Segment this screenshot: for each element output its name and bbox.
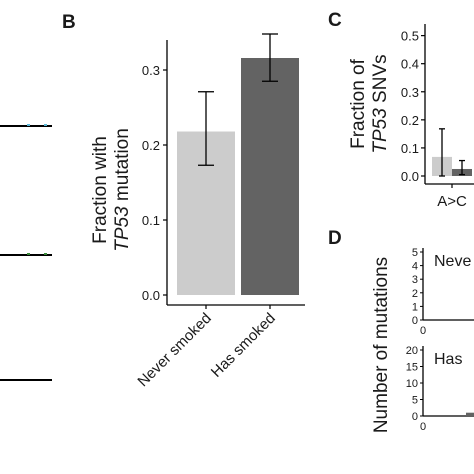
panel-c-y-label-suffix: SNVs <box>370 54 391 108</box>
panel-c-y-tick-label: 0.3 <box>401 85 419 100</box>
panel-b-y-label-line1: Fraction with <box>90 136 111 244</box>
panel-b-x-tick-label: Never smoked <box>134 310 214 390</box>
panel-d-subplot-title: Neve <box>434 253 471 270</box>
panel-d-y-tick-label: 1 <box>412 301 418 313</box>
panel-b-y-tick-label: 0.3 <box>142 63 160 78</box>
panel-d-subplot-title: Has <box>434 351 462 368</box>
panel-d-y-tick-label: 3 <box>412 274 418 286</box>
panel-c-x-tick-label: A>C <box>437 193 467 210</box>
left-panel-remnant <box>0 124 52 381</box>
panel-b-y-label-gene: TP53 <box>112 206 133 252</box>
panel-d-bar <box>466 412 474 416</box>
panel-c-y-label-line1: Fraction of <box>348 58 369 148</box>
panel-b-y-label-line2: TP53 mutation <box>112 128 133 252</box>
panel-b-y-label-suffix: mutation <box>112 128 133 206</box>
panel-c-y-tick-label: 0.1 <box>401 141 419 156</box>
left-mark-4 <box>44 253 47 255</box>
panel-b-bar <box>241 58 299 295</box>
panel-c-y-tick-label: 0.2 <box>401 113 419 128</box>
panel-d-y-tick-label: 4 <box>412 261 418 273</box>
panel-b-x-tick-label: Has smoked <box>208 310 279 381</box>
panel-label-c: C <box>328 10 342 31</box>
panel-c-y-label-gene: TP53 <box>370 108 391 154</box>
panel-c-y-tick-label: 0.0 <box>401 169 419 184</box>
panel-label-d: D <box>328 228 342 249</box>
panel-d-y-tick-label: 5 <box>412 247 418 259</box>
left-mark-1 <box>27 124 30 126</box>
panel-d-y-tick-label: 2 <box>412 288 418 300</box>
left-mark-2 <box>44 124 47 126</box>
panel-d-y-tick-label: 0 <box>412 315 418 327</box>
panel-c-y-tick-label: 0.4 <box>401 57 419 72</box>
panel-d-y-tick-label: 20 <box>406 345 418 357</box>
panel-b-y-tick-label: 0.0 <box>142 288 160 303</box>
panel-d-y-tick-label: 15 <box>406 362 418 374</box>
panel-d-y-tick-label: 5 <box>412 395 418 407</box>
panel-b-y-tick-label: 0.2 <box>142 138 160 153</box>
panel-d-y-tick-label: 10 <box>406 378 418 390</box>
panel-d-x-tick-label: 0 <box>420 421 426 433</box>
panel-c-y-tick-label: 0.5 <box>401 29 419 44</box>
panel-c-y-label-line2: TP53 SNVs <box>370 54 391 153</box>
panel-c-chart: 0.0 0.1 0.2 0.3 0.4 0.5 A>C Fraction of TP53 SNV… <box>348 24 474 210</box>
panel-label-b: B <box>62 12 76 33</box>
left-mark-3 <box>27 253 30 255</box>
panel-b-y-tick-label: 0.1 <box>142 213 160 228</box>
panel-d-y-label: Number of mutations <box>371 257 392 433</box>
panel-d-x-tick-label: 0 <box>420 325 426 337</box>
panel-d-y-tick-label: 0 <box>412 411 418 423</box>
